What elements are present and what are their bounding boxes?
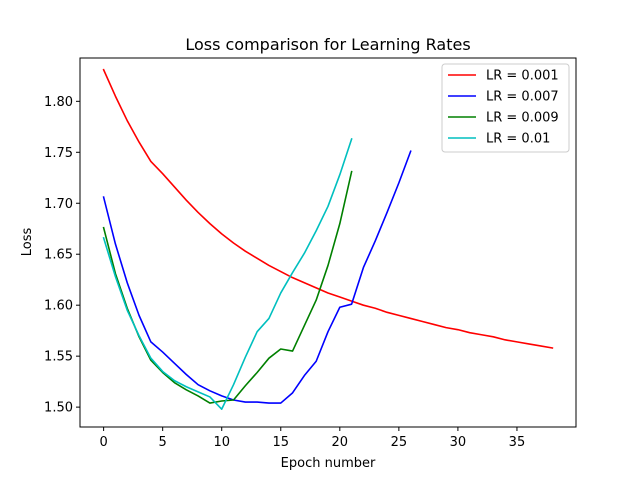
y-tick-label: 1.55 <box>44 350 73 365</box>
x-tick-label: 10 <box>213 435 230 450</box>
y-tick-label: 1.65 <box>44 248 73 263</box>
y-tick-label: 1.80 <box>44 95 73 110</box>
y-axis-label: Loss <box>20 228 35 257</box>
y-tick-label: 1.75 <box>44 146 73 161</box>
series-line-2 <box>102 150 412 404</box>
x-tick-label: 25 <box>391 435 408 450</box>
legend-label: LR = 0.001 <box>486 69 559 84</box>
y-tick-label: 1.60 <box>44 299 73 314</box>
x-tick-label: 20 <box>332 435 349 450</box>
legend-label: LR = 0.01 <box>486 132 550 147</box>
series-line-4 <box>102 138 353 410</box>
y-tick-label: 1.70 <box>44 197 73 212</box>
legend: LR = 0.001 LR = 0.007 LR = 0.009 LR = 0.01 <box>441 63 570 153</box>
x-axis-label: Epoch number <box>281 456 376 471</box>
y-tick-label: 1.50 <box>44 401 73 416</box>
series-line-1 <box>102 68 554 349</box>
x-tick-label: 35 <box>509 435 526 450</box>
y-axis: 1.50 1.55 1.60 1.65 1.70 1.75 1.80 <box>44 95 80 416</box>
plot-area <box>102 68 554 410</box>
x-tick-label: 15 <box>272 435 289 450</box>
x-axis: 0 5 10 15 20 25 30 35 <box>99 427 525 450</box>
x-tick-label: 5 <box>159 435 167 450</box>
legend-label: LR = 0.007 <box>486 90 559 105</box>
axes-frame <box>79 57 577 428</box>
x-tick-label: 30 <box>450 435 467 450</box>
legend-label: LR = 0.009 <box>486 111 559 126</box>
legend-box <box>441 63 570 153</box>
x-tick-label: 0 <box>99 435 107 450</box>
chart-title: Loss comparison for Learning Rates <box>185 35 470 54</box>
